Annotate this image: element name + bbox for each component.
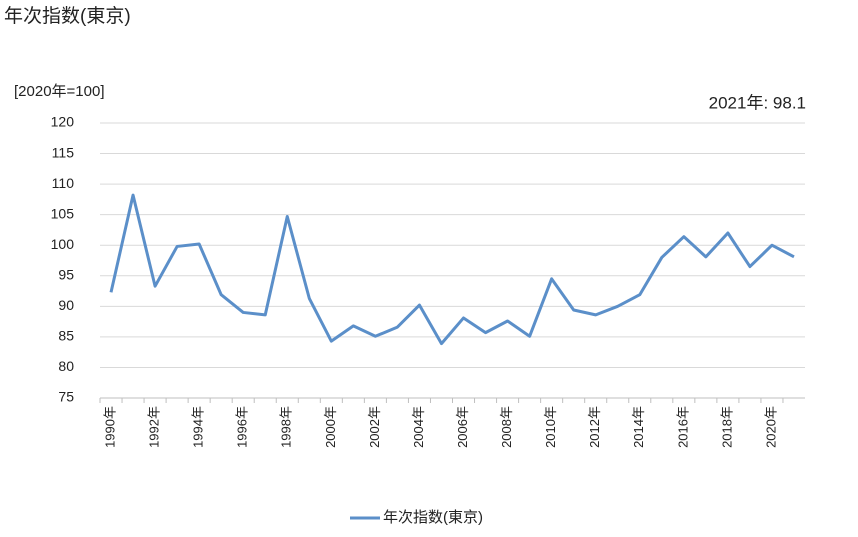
legend-label: 年次指数(東京) <box>383 509 483 526</box>
x-tick-label: 2008年 <box>499 406 514 448</box>
data-line <box>109 193 795 346</box>
y-tick-label: 115 <box>52 144 75 160</box>
x-tick-label: 2000年 <box>323 406 338 448</box>
y-tick-label: 85 <box>58 328 74 344</box>
x-tick-label: 2012年 <box>587 406 602 448</box>
y-tick-label: 95 <box>58 266 74 282</box>
x-tick-label: 2016年 <box>675 406 690 448</box>
y-axis-label: [2020年=100] <box>14 83 105 100</box>
y-tick-label: 120 <box>51 114 75 130</box>
x-tick-label: 2020年 <box>763 406 778 448</box>
x-tick-label: 2018年 <box>719 406 734 448</box>
y-tick-label: 105 <box>51 205 75 221</box>
chart-title: 年次指数(東京) <box>4 5 131 27</box>
y-tick-label: 80 <box>58 358 74 374</box>
x-tick-label: 2004年 <box>411 406 426 448</box>
x-tick-label: 2014年 <box>631 406 646 448</box>
x-tick-label: 2002年 <box>367 406 382 448</box>
annotation: 2021年: 98.1 <box>709 93 806 112</box>
x-tick-label: 1994年 <box>191 406 206 448</box>
x-tick-label: 1992年 <box>147 406 162 448</box>
x-tick-label: 1990年 <box>102 406 117 448</box>
x-tick-label: 2010年 <box>543 406 558 448</box>
y-tick-label: 90 <box>58 297 74 313</box>
y-tick-label: 110 <box>52 175 75 191</box>
x-tick-label: 1996年 <box>235 406 250 448</box>
y-tick-label: 100 <box>51 236 75 252</box>
y-tick-label: 75 <box>58 389 74 405</box>
x-tick-label: 1998年 <box>279 406 294 448</box>
x-tick-label: 2006年 <box>455 406 470 448</box>
